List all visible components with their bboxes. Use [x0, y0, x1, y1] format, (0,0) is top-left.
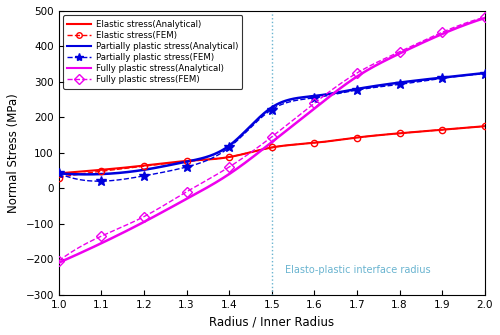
- Y-axis label: Normal Stress (MPa): Normal Stress (MPa): [7, 93, 20, 213]
- Legend: Elastic stress(Analytical), Elastic stress(FEM), Partially plastic stress(Analyt: Elastic stress(Analytical), Elastic stre…: [63, 15, 242, 89]
- X-axis label: Radius / Inner Radius: Radius / Inner Radius: [209, 315, 334, 328]
- Text: Elasto-plastic interface radius: Elasto-plastic interface radius: [284, 265, 430, 275]
